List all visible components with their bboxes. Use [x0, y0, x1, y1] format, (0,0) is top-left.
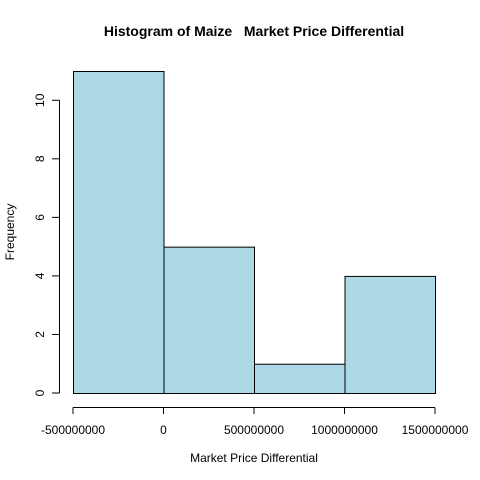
- y-tick-label: 10: [33, 93, 47, 107]
- x-tick-label: 0: [160, 423, 167, 437]
- x-axis-ticks: -500000000 0 500000000 1000000000 1500000000: [41, 407, 469, 437]
- y-axis-label: Frequency: [3, 204, 17, 261]
- y-tick-label: 8: [33, 155, 47, 162]
- y-tick-label: 2: [33, 331, 47, 338]
- y-axis-ticks: 0 2 4 6 8 10: [33, 93, 60, 396]
- y-tick-label: 0: [33, 389, 47, 396]
- x-tick-label: 500000000: [224, 423, 284, 437]
- x-tick-label: -500000000: [41, 423, 105, 437]
- x-axis-label: Market Price Differential: [190, 451, 318, 465]
- histogram-bar-1: [73, 71, 165, 394]
- histogram-bar-3: [254, 363, 346, 394]
- histogram-bar-4: [344, 275, 436, 394]
- x-tick-label: 1500000000: [402, 423, 469, 437]
- chart-title: Histogram of Maize Market Price Differen…: [104, 23, 404, 39]
- histogram-bar-2: [163, 246, 255, 394]
- y-tick-label: 6: [33, 214, 47, 221]
- y-tick-label: 4: [33, 272, 47, 279]
- bars-group: [73, 71, 436, 394]
- x-tick-label: 1000000000: [311, 423, 378, 437]
